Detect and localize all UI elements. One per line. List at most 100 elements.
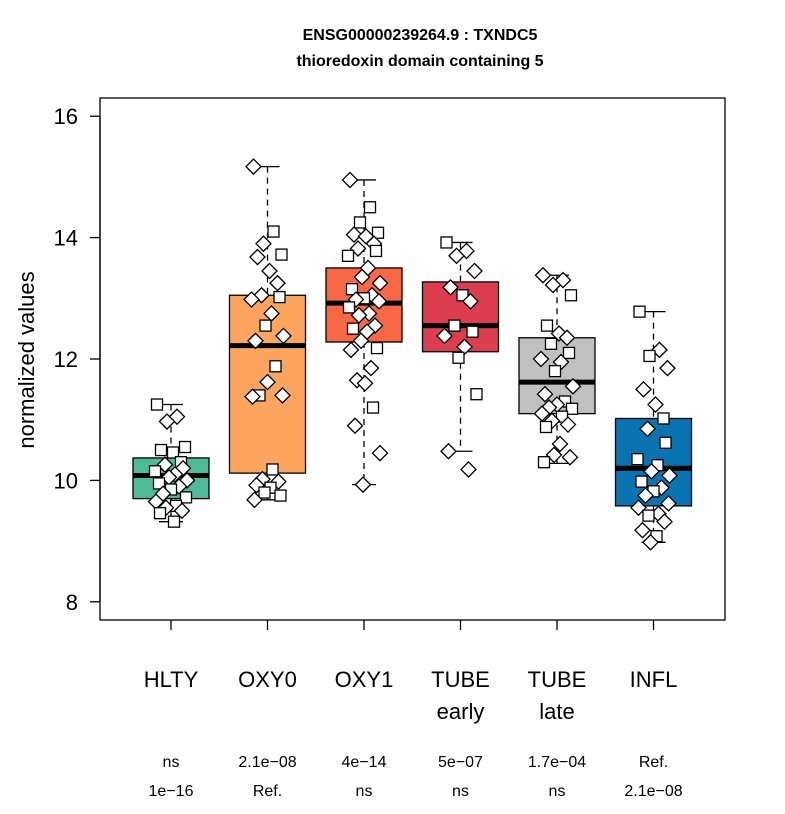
pvalue-label: 4e−14 — [342, 754, 387, 771]
point-diamond — [370, 292, 388, 310]
point-diamond — [559, 416, 577, 433]
point-diamond — [536, 385, 554, 403]
point-diamond — [634, 521, 651, 539]
point-square — [346, 322, 360, 335]
category-label: OXY0 — [238, 667, 297, 692]
pvalue-label: Ref. — [639, 754, 668, 771]
point-diamond — [261, 262, 278, 280]
point-square — [448, 319, 461, 332]
point-square — [565, 402, 579, 415]
group-hlty — [132, 398, 210, 528]
point-diamond — [656, 513, 673, 531]
point-diamond — [544, 276, 562, 294]
point-diamond — [346, 417, 364, 435]
point-square — [544, 337, 558, 350]
point-square — [540, 319, 554, 332]
point-diamond — [630, 499, 647, 517]
point-diamond — [371, 444, 389, 462]
pvalue-label: 2.1e−08 — [624, 783, 682, 800]
pvalue-label: ns — [452, 783, 469, 800]
point-square — [642, 509, 655, 522]
category-label: HLTY — [144, 667, 199, 692]
point-square — [266, 463, 279, 476]
point-diamond — [245, 158, 262, 176]
point-diamond — [255, 235, 272, 253]
pvalue-label: 5e−07 — [438, 754, 483, 771]
point-square — [366, 401, 380, 414]
point-diamond — [637, 487, 654, 504]
point-square — [166, 446, 180, 459]
point-square — [150, 398, 164, 411]
point-square — [562, 346, 576, 360]
group-tube-early — [421, 236, 500, 478]
chart-subtitle: thioredoxin domain containing 5 — [296, 53, 543, 70]
y-axis: 8 10 12 14 16 — [54, 104, 101, 615]
pvalue-label: 1e−16 — [149, 783, 194, 800]
point-diamond — [561, 448, 579, 466]
point-square — [539, 420, 553, 434]
y-tick-label: 16 — [54, 104, 78, 129]
point-square — [466, 325, 479, 338]
category-label: TUBE — [528, 667, 587, 692]
point-diamond — [635, 380, 652, 398]
point-square — [275, 248, 288, 261]
point-square — [370, 341, 384, 355]
pvalue-label: Ref. — [253, 783, 282, 800]
point-diamond — [651, 341, 668, 359]
point-diamond — [269, 274, 286, 292]
point-square — [657, 412, 670, 425]
point-diamond — [345, 226, 363, 243]
point-square — [179, 491, 193, 504]
y-axis-title: normalized values — [14, 271, 39, 448]
point-square — [369, 244, 383, 258]
point-diamond — [545, 446, 563, 464]
y-tick-label: 12 — [54, 347, 78, 372]
point-diamond — [158, 413, 176, 430]
point-diamond — [466, 262, 483, 280]
point-diamond — [643, 462, 660, 480]
point-square — [631, 453, 644, 466]
group-infl — [614, 305, 693, 551]
point-square — [153, 507, 167, 520]
group-oxy0 — [228, 158, 307, 509]
point-diamond — [354, 476, 372, 494]
point-diamond — [275, 327, 292, 345]
point-diamond — [371, 274, 389, 292]
point-diamond — [353, 268, 371, 286]
y-tick-label: 14 — [54, 226, 78, 251]
point-square — [363, 201, 377, 214]
group-tube-late — [518, 266, 596, 469]
point-diamond — [647, 396, 664, 413]
point-square — [564, 289, 578, 302]
point-diamond — [352, 332, 370, 350]
pvalue-label: ns — [356, 783, 373, 800]
point-diamond — [442, 278, 459, 296]
point-diamond — [551, 435, 569, 453]
point-square — [548, 364, 562, 378]
point-square — [633, 305, 646, 318]
point-square — [258, 486, 271, 499]
point-diamond — [247, 332, 264, 350]
point-square — [452, 351, 465, 364]
point-diamond — [448, 247, 465, 265]
point-diamond — [642, 533, 659, 551]
point-diamond — [460, 461, 477, 478]
point-diamond — [534, 266, 552, 284]
chart-title: ENSG00000239264.9 : TXNDC5 — [303, 27, 538, 44]
point-square — [440, 236, 453, 249]
point-diamond — [156, 456, 174, 474]
point-square — [154, 443, 168, 457]
point-diamond — [660, 495, 677, 512]
point-diamond — [558, 329, 576, 347]
pvalue-label: ns — [549, 783, 566, 800]
point-diamond — [274, 386, 291, 404]
category-label: OXY1 — [335, 667, 394, 692]
y-tick-label: 8 — [66, 590, 78, 615]
plot-area — [132, 158, 693, 551]
point-diamond — [173, 502, 191, 520]
point-square — [148, 465, 162, 478]
point-diamond — [440, 442, 457, 460]
point-diamond — [342, 341, 360, 359]
category-sublabel: late — [539, 699, 574, 724]
pvalue-label: 1.7e−04 — [528, 754, 586, 771]
